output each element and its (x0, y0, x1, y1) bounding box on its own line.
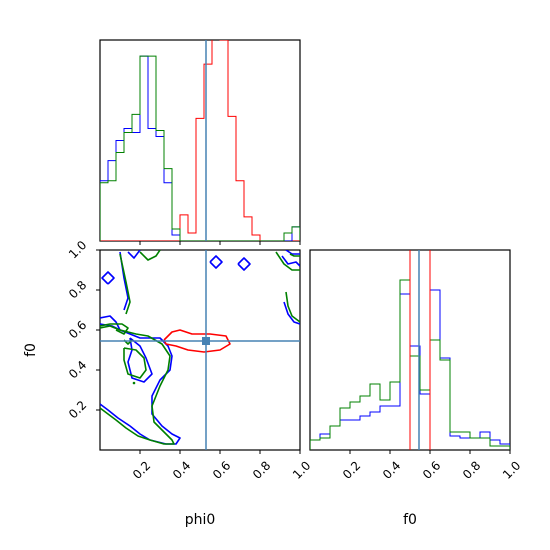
contour-blue-8 (285, 250, 300, 255)
f0-hist-green-series (310, 279, 510, 450)
f0-axis-label: f0 (403, 512, 417, 528)
contour-green-4 (139, 250, 161, 261)
contour-blue-2 (127, 337, 153, 383)
phi0-axis-label: phi0 (185, 512, 216, 528)
contour-green-8 (119, 253, 131, 315)
f0-x-tick-label-2: 0.6 (420, 458, 443, 481)
contour-series (100, 250, 300, 450)
phi0-hist-red-series (100, 40, 300, 241)
f0-y-tick-label-3: 0.8 (66, 278, 89, 301)
f0-y-tick-label-1: 0.4 (66, 358, 89, 381)
contour-ticks: 0.2 0.2 0.4 0.4 0.6 0.6 0.8 0.8 1.0 1.0 (66, 238, 313, 482)
contour-frame (99, 249, 301, 451)
f0-x-tick-label-4: 1.0 (500, 458, 523, 481)
phi0-histogram-series (100, 40, 300, 241)
phi0-x-tick-label-4: 1.0 (290, 458, 313, 481)
f0-y-tick-label-2: 0.6 (66, 318, 89, 341)
truth-marker (202, 337, 210, 345)
f0-x-tick-label-1: 0.4 (380, 458, 403, 481)
f0-histogram-panel: 0.2 0.4 0.6 0.8 1.0 f0 (309, 249, 523, 528)
phi0-x-tick-label-1: 0.4 (170, 458, 193, 481)
contour-green-7 (289, 253, 300, 257)
f0-histogram-series (310, 250, 510, 450)
f0-y-axis-label: f0 (23, 343, 39, 357)
contour-green-6 (285, 291, 300, 323)
contour-green-5 (275, 251, 300, 271)
contour-green-0 (100, 325, 175, 445)
phi0-histogram-ticks (139, 241, 301, 245)
f0-y-tick-label-0: 0.2 (66, 398, 89, 421)
phi0-histogram-frame (99, 39, 301, 242)
phi0-x-tick-label-0: 0.2 (130, 458, 153, 481)
contour-blue-6 (237, 257, 251, 271)
f0-x-tick-label-0: 0.2 (340, 458, 363, 481)
phi0-x-tick-label-3: 0.8 (250, 458, 273, 481)
contour-blue-5 (209, 255, 223, 269)
contour-blue-7 (281, 255, 300, 267)
contour-blue-4 (101, 271, 115, 285)
f0-x-tick-label-3: 0.8 (460, 458, 483, 481)
phi0-hist-blue-series (100, 55, 300, 241)
contour-blue-3 (127, 250, 141, 259)
contour-green-2 (123, 347, 147, 379)
f0-histogram-ticks: 0.2 0.4 0.6 0.8 1.0 (340, 450, 523, 482)
phi0-x-tick-label-2: 0.6 (210, 458, 233, 481)
phi0-histogram-panel (99, 39, 301, 245)
phi0-hist-green-series (100, 55, 300, 241)
contour-green-1 (100, 323, 129, 335)
phi0-f0-contour-panel: 0.2 0.2 0.4 0.4 0.6 0.6 0.8 0.8 1.0 1.0 phi0 f0 (23, 238, 313, 528)
contour-blue-9 (283, 301, 300, 325)
contour-green-point (132, 381, 136, 385)
f0-y-tick-label-4: 1.0 (66, 238, 89, 261)
contour-red-0 (163, 329, 231, 353)
